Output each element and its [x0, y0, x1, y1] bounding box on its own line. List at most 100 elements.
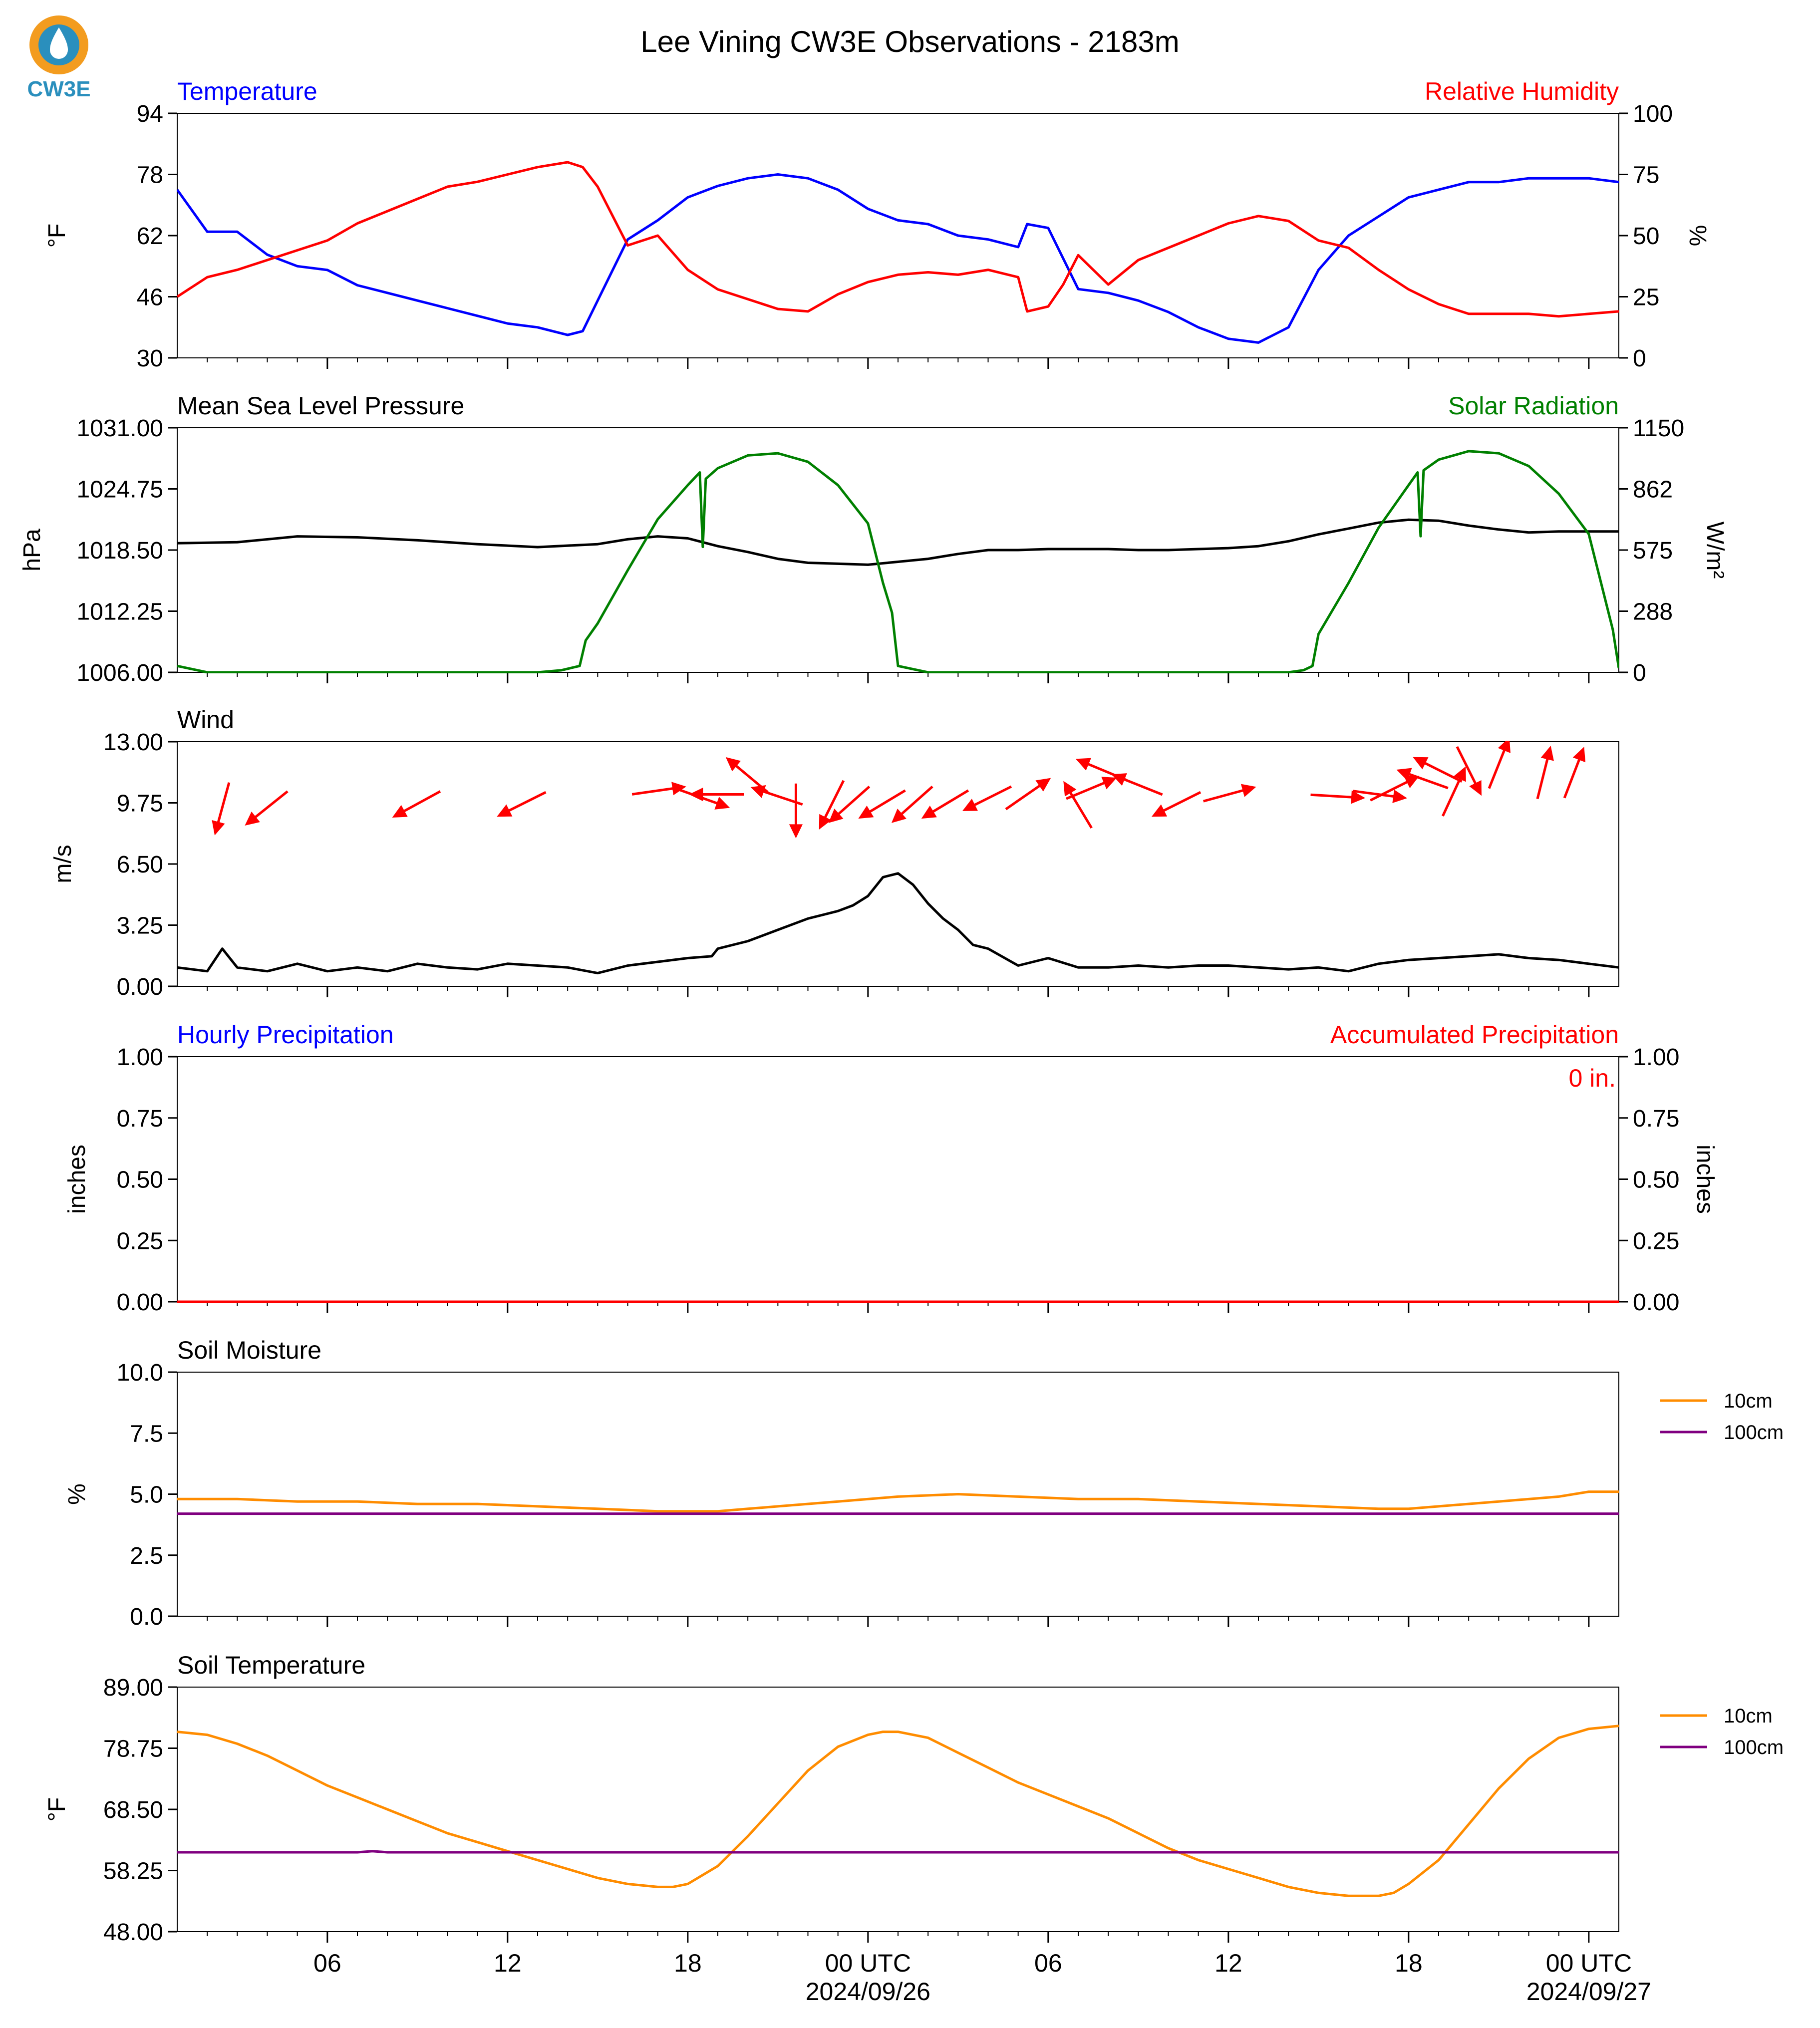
y-tick-label: 10.0	[117, 1360, 163, 1386]
panel-right-title: Relative Humidity	[1425, 77, 1619, 105]
y2-axis-label: W/m²	[1702, 522, 1728, 579]
y-tick-label: 89.00	[103, 1675, 163, 1701]
plot-frame	[177, 427, 1619, 673]
series-group	[177, 450, 1619, 673]
y-tick-label: 1.00	[117, 1044, 163, 1071]
legend-label: 100cm	[1724, 1737, 1784, 1758]
wind-direction-arrow	[1456, 746, 1482, 796]
y-axis-label: hPa	[19, 529, 45, 572]
panel-right-title: Accumulated Precipitation	[1330, 1021, 1619, 1049]
panel-3: 0.00 3.25 6.50 9.75 13.00 Wind m/s	[50, 706, 1619, 1000]
wind-direction-arrow	[1005, 778, 1051, 811]
y-tick-label: 9.75	[117, 791, 163, 817]
y2-tick-label: 862	[1633, 477, 1673, 503]
x-tick-label: 06	[313, 1949, 341, 1977]
panel-left-title: Mean Sea Level Pressure	[177, 392, 464, 420]
wind-direction-arrow	[497, 791, 547, 817]
wind-direction-arrow	[1413, 757, 1463, 783]
y2-tick-label: 100	[1633, 101, 1673, 127]
y2-tick-label: 0.25	[1633, 1228, 1679, 1254]
plot-frame	[177, 113, 1619, 358]
panel-4: 0.00 0.25 0.50 0.75 1.00 0.00 0.25 0.50 0.75 1.00…	[64, 1021, 1718, 1316]
y2-axis-label: inches	[1692, 1145, 1718, 1214]
y-tick-label: 1006.00	[76, 660, 163, 686]
x-tick-sublabel: 2024/09/27	[1526, 1978, 1651, 2006]
y-tick-label: 62	[137, 223, 163, 250]
x-tick-label: 06	[1034, 1949, 1062, 1977]
wind-direction-arrow	[1442, 766, 1466, 817]
cw3e-logo: CW3E	[27, 15, 91, 101]
wind-direction-arrow	[212, 782, 231, 836]
y-axis-label: inches	[64, 1145, 90, 1214]
legend-label: 10cm	[1724, 1390, 1773, 1412]
water-drop-icon	[50, 27, 68, 59]
wind-direction-arrow	[1151, 791, 1202, 817]
y-tick-label: 0.00	[117, 974, 163, 1000]
wind-direction-arrow	[1063, 781, 1093, 829]
series-line-10cm	[177, 1490, 1619, 1513]
wind-direction-arrow	[1488, 741, 1511, 789]
y2-tick-label: 0	[1633, 345, 1646, 372]
plot-frame	[177, 1056, 1619, 1302]
x-tick-label: 18	[1395, 1949, 1423, 1977]
wind-direction-arrow	[392, 790, 441, 818]
series-line-10cm	[177, 1725, 1619, 1897]
y-tick-label: 78.75	[103, 1736, 163, 1762]
y2-tick-label: 575	[1633, 538, 1673, 564]
panel-left-title: Soil Temperature	[177, 1651, 365, 1679]
y-tick-label: 7.5	[130, 1421, 163, 1447]
wind-direction-arrow	[858, 789, 906, 819]
x-tick-label: 18	[674, 1949, 702, 1977]
y2-tick-label: 0.75	[1633, 1106, 1679, 1132]
panel-left-title: Wind	[177, 706, 234, 734]
y-tick-label: 0.75	[117, 1106, 163, 1132]
y-tick-label: 1031.00	[76, 415, 163, 442]
wind-direction-arrow	[1310, 790, 1366, 804]
y-tick-label: 1018.50	[76, 538, 163, 564]
wind-direction-arrow	[819, 780, 845, 830]
series-group	[177, 1490, 1619, 1515]
y-tick-label: 58.25	[103, 1858, 163, 1885]
y-tick-label: 5.0	[130, 1482, 163, 1508]
logo-text: CW3E	[27, 77, 90, 101]
series-group	[177, 741, 1619, 975]
y2-tick-label: 1150	[1633, 415, 1684, 442]
panel-1: 30 46 62 78 94 0 25 50 75 100 Temperature Relative …	[44, 77, 1711, 372]
y2-tick-label: 25	[1633, 285, 1659, 311]
wind-direction-arrow	[689, 787, 744, 802]
panel-right-title: Solar Radiation	[1448, 392, 1619, 420]
wind-direction-arrow	[1352, 790, 1407, 803]
series-line-series-2	[177, 161, 1619, 318]
plot-frame	[177, 1687, 1619, 1932]
panels: 30 46 62 78 94 0 25 50 75 100 Temperature Relative …	[19, 77, 1784, 2006]
wind-direction-arrow	[1203, 784, 1256, 803]
x-tick-sublabel: 2024/09/26	[806, 1978, 930, 2006]
y-tick-label: 0.00	[117, 1289, 163, 1316]
panel-left-title: Soil Moisture	[177, 1336, 321, 1364]
x-tick-label: 12	[1214, 1949, 1242, 1977]
y-tick-label: 46	[137, 285, 163, 311]
wind-direction-arrow	[1066, 777, 1117, 800]
wind-direction-arrow	[921, 789, 969, 819]
y-tick-label: 0.0	[130, 1604, 163, 1630]
wind-direction-arrow	[962, 785, 1012, 811]
y-axis-label: °F	[44, 1797, 70, 1822]
panel-2: 1006.00 1012.25 1018.50 1024.75 1031.00 0 288 5…	[19, 392, 1728, 686]
wind-direction-arrow	[1370, 776, 1420, 802]
y-tick-label: 68.50	[103, 1797, 163, 1823]
panel-left-title: Hourly Precipitation	[177, 1021, 394, 1049]
legend-label: 10cm	[1724, 1705, 1773, 1727]
y2-tick-label: 0.00	[1633, 1289, 1679, 1316]
wind-direction-arrow	[245, 790, 289, 826]
y2-tick-label: 0	[1633, 660, 1646, 686]
y-tick-label: 78	[137, 162, 163, 189]
y2-tick-label: 1.00	[1633, 1044, 1679, 1071]
wind-direction-arrow	[789, 783, 803, 839]
series-line-series-1	[177, 173, 1619, 344]
series-line-series-2	[177, 450, 1619, 673]
y-tick-label: 1012.25	[76, 599, 163, 625]
y-tick-label: 0.25	[117, 1228, 163, 1254]
wind-direction-arrow	[1396, 768, 1449, 790]
y-tick-label: 1024.75	[76, 477, 163, 503]
